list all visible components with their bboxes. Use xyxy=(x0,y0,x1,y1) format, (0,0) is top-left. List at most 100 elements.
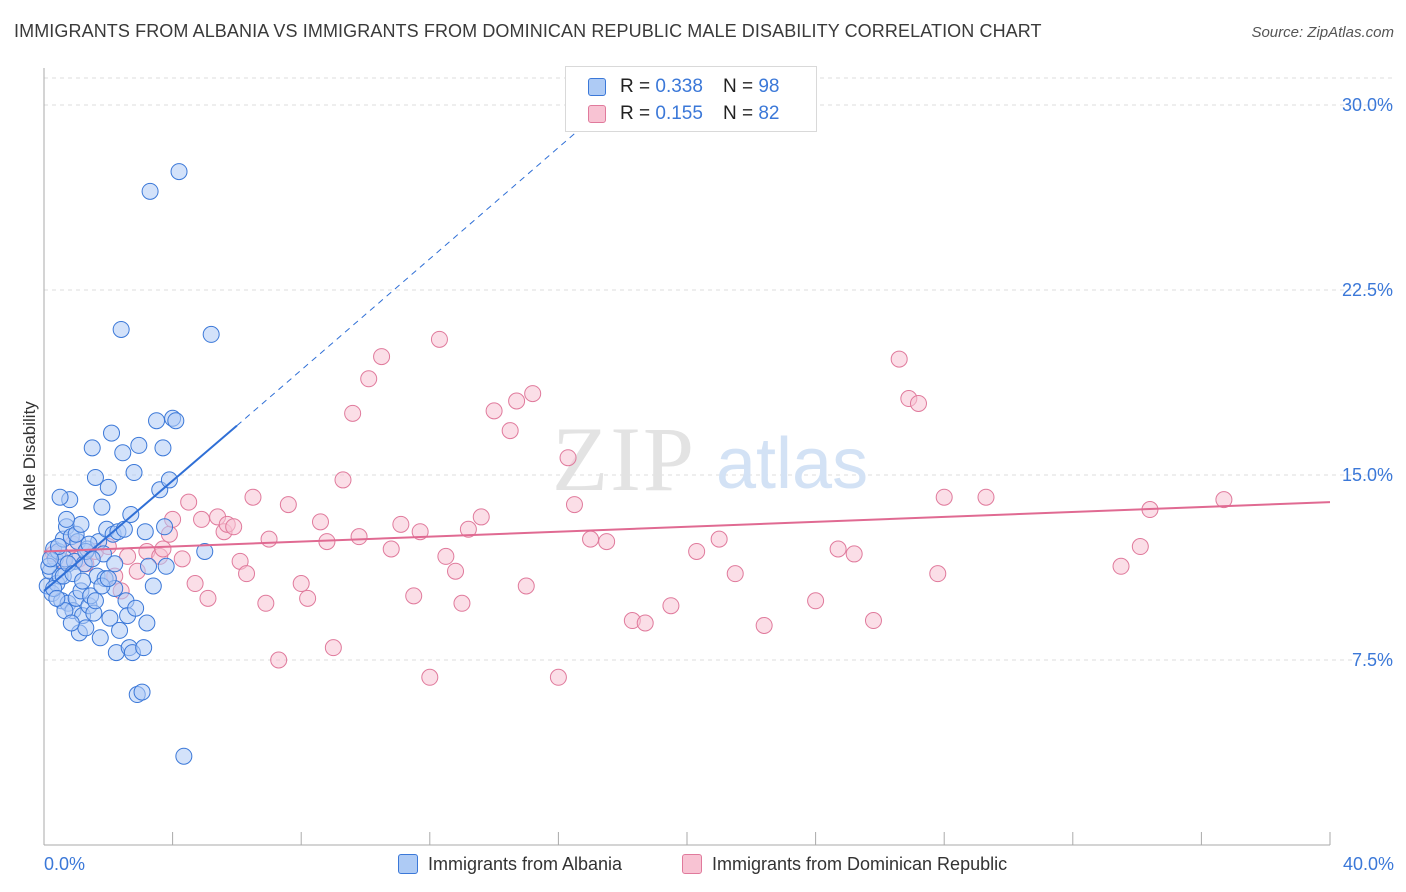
y-tick-label: 30.0% xyxy=(1342,95,1393,115)
data-point-dominican xyxy=(459,520,477,538)
bottom-legend-swatch-dominican xyxy=(682,854,702,874)
data-point-dominican xyxy=(559,449,577,467)
chart-title: IMMIGRANTS FROM ALBANIA VS IMMIGRANTS FR… xyxy=(14,21,1042,41)
data-point-dominican xyxy=(929,565,947,583)
data-point-dominican xyxy=(517,577,535,595)
legend-r-value-dominican: 0.155 xyxy=(655,103,703,124)
data-point-dominican xyxy=(935,488,953,506)
y-tick-label: 15.0% xyxy=(1342,465,1393,485)
data-point-dominican xyxy=(360,370,378,388)
data-point-dominican xyxy=(279,496,297,514)
trend-lines xyxy=(43,119,1331,592)
data-point-dominican xyxy=(270,651,288,669)
data-point-dominican xyxy=(299,589,317,607)
data-point-albania xyxy=(139,557,157,575)
data-point-dominican xyxy=(225,518,243,536)
data-point-dominican xyxy=(1112,557,1130,575)
data-point-dominican xyxy=(437,547,455,565)
data-point-dominican xyxy=(405,587,423,605)
trend-line-albania-extension xyxy=(236,119,591,427)
data-point-dominican xyxy=(311,513,329,531)
data-point-dominican xyxy=(472,508,490,526)
data-point-albania xyxy=(130,436,148,454)
data-point-albania xyxy=(127,599,145,617)
data-point-dominican xyxy=(373,348,391,366)
legend-n-label: N = xyxy=(722,76,754,97)
data-point-albania xyxy=(115,520,133,538)
data-point-albania xyxy=(86,592,104,610)
data-point-dominican xyxy=(565,496,583,514)
data-point-albania xyxy=(157,557,175,575)
bottom-legend-swatch-albania xyxy=(398,854,418,874)
data-point-dominican xyxy=(292,575,310,593)
bottom-legend-albania: Immigrants from Albania xyxy=(398,852,622,876)
data-point-dominican xyxy=(344,404,362,422)
data-point-dominican xyxy=(382,540,400,558)
data-point-albania xyxy=(136,523,154,541)
data-point-dominican xyxy=(392,515,410,533)
data-point-dominican xyxy=(636,614,654,632)
data-point-albania xyxy=(196,542,214,560)
data-point-dominican xyxy=(501,422,519,440)
legend-row-albania: R = 0.338 N = 98 xyxy=(588,74,779,100)
data-point-albania xyxy=(111,621,129,639)
data-point-dominican xyxy=(755,616,773,634)
data-point-albania xyxy=(99,570,117,588)
source-label: Source: ZipAtlas.com xyxy=(1251,24,1394,41)
data-point-dominican xyxy=(829,540,847,558)
data-point-dominican xyxy=(582,530,600,548)
data-point-dominican xyxy=(864,612,882,630)
data-point-albania xyxy=(106,555,124,573)
data-point-dominican xyxy=(199,589,217,607)
y-tick-label: 7.5% xyxy=(1352,650,1393,670)
watermark-atlas: atlas xyxy=(716,424,868,504)
data-point-albania xyxy=(125,464,143,482)
data-point-albania xyxy=(101,609,119,627)
data-point-albania xyxy=(91,629,109,647)
data-point-dominican xyxy=(485,402,503,420)
legend-n-label: N = xyxy=(722,103,754,124)
data-point-albania xyxy=(62,614,80,632)
data-point-dominican xyxy=(845,545,863,563)
data-point-dominican xyxy=(977,488,995,506)
data-point-dominican xyxy=(324,639,342,657)
data-point-albania xyxy=(103,424,121,442)
data-point-dominican xyxy=(508,392,526,410)
trend-line-albania xyxy=(43,424,238,592)
data-point-albania xyxy=(58,510,76,528)
legend-swatch-albania xyxy=(588,78,606,96)
data-point-dominican xyxy=(662,597,680,615)
data-point-dominican xyxy=(244,488,262,506)
data-point-dominican xyxy=(1215,491,1233,509)
data-point-albania xyxy=(167,412,185,430)
data-point-dominican xyxy=(453,594,471,612)
y-tick-label: 22.5% xyxy=(1342,280,1393,300)
data-point-albania xyxy=(160,471,178,489)
data-point-dominican xyxy=(807,592,825,610)
bottom-legend-label-albania: Immigrants from Albania xyxy=(428,853,623,874)
data-point-dominican xyxy=(334,471,352,489)
correlation-legend: R = 0.338 N = 98 R = 0.155 N = 82 xyxy=(565,66,817,132)
data-point-albania xyxy=(135,639,153,657)
legend-n-value-albania: 98 xyxy=(758,76,780,97)
data-point-albania xyxy=(138,614,156,632)
x-axis-ticks xyxy=(43,832,1331,845)
data-point-albania xyxy=(133,683,151,701)
bottom-legend-label-dominican: Immigrants from Dominican Republic xyxy=(712,853,1008,874)
data-point-albania xyxy=(122,505,140,523)
data-point-albania xyxy=(114,444,132,462)
y-axis-label: Male Disability xyxy=(20,401,39,511)
data-point-albania xyxy=(86,468,104,486)
data-point-albania xyxy=(48,589,66,607)
data-point-dominican xyxy=(430,330,448,348)
x-tick-label-min: 0.0% xyxy=(44,854,85,874)
data-point-dominican xyxy=(447,562,465,580)
data-point-albania xyxy=(41,550,59,568)
trend-line-dominican xyxy=(43,501,1331,553)
data-point-albania xyxy=(112,320,130,338)
data-point-albania xyxy=(170,163,188,181)
series-albania-points xyxy=(38,163,220,765)
data-point-albania xyxy=(144,577,162,595)
data-point-dominican xyxy=(257,594,275,612)
data-point-dominican xyxy=(193,510,211,528)
